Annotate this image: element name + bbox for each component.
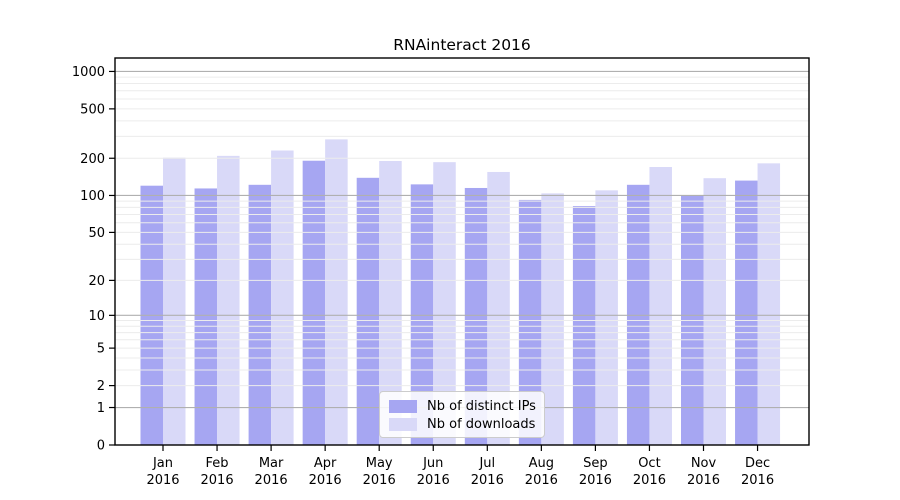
legend: Nb of distinct IPs Nb of downloads bbox=[379, 391, 545, 438]
y-tick-label: 1 bbox=[97, 401, 105, 416]
bar-downloads-mar bbox=[271, 150, 294, 445]
legend-label-downloads: Nb of downloads bbox=[427, 416, 536, 432]
bar-distinct-ips-jul bbox=[464, 187, 488, 445]
bars-group bbox=[140, 139, 781, 446]
bar-downloads-oct bbox=[649, 166, 672, 445]
y-tick-label: 500 bbox=[80, 102, 105, 117]
y-tick-label: 50 bbox=[88, 226, 105, 241]
legend-item-distinct-ips: Nb of distinct IPs bbox=[389, 398, 536, 414]
x-tick-label: Jul 2016 bbox=[471, 456, 504, 488]
x-axis: Jan 2016 Feb 2016 Mar 2016 Apr 2016 May 2016 Jun 20… bbox=[146, 445, 774, 488]
x-tick-label: Oct 2016 bbox=[633, 456, 666, 488]
legend-item-downloads: Nb of downloads bbox=[389, 416, 535, 432]
bar-downloads-jan bbox=[163, 157, 186, 445]
legend-swatch-downloads bbox=[389, 417, 417, 431]
x-tick-label: Sep 2016 bbox=[579, 456, 612, 488]
bar-downloads-dec bbox=[757, 163, 781, 446]
legend-swatch-distinct-ips bbox=[389, 399, 417, 413]
bar-downloads-aug bbox=[541, 193, 564, 445]
bar-distinct-ips-may bbox=[356, 177, 380, 445]
x-tick-label: Jan 2016 bbox=[146, 456, 179, 488]
x-tick-label: Nov 2016 bbox=[687, 456, 720, 488]
x-tick-label: Mar 2016 bbox=[255, 456, 288, 488]
bar-distinct-ips-jun bbox=[410, 184, 434, 445]
bar-downloads-feb bbox=[217, 155, 240, 445]
y-tick-label: 5 bbox=[97, 342, 105, 357]
x-tick-label: Dec 2016 bbox=[741, 456, 774, 488]
y-tick-label: 1000 bbox=[72, 65, 105, 80]
gridlines bbox=[115, 70, 809, 409]
bar-downloads-sep bbox=[595, 190, 618, 445]
bar-downloads-jul bbox=[487, 171, 510, 445]
bar-distinct-ips-apr bbox=[302, 160, 326, 445]
bar-distinct-ips-dec bbox=[735, 180, 758, 445]
y-tick-label: 100 bbox=[80, 189, 105, 204]
y-tick-label: 20 bbox=[88, 274, 105, 289]
y-tick-label: 0 bbox=[97, 439, 105, 454]
x-tick-label: Jun 2016 bbox=[417, 456, 450, 488]
bar-downloads-apr bbox=[325, 139, 348, 445]
y-tick-label: 2 bbox=[97, 379, 105, 394]
bar-distinct-ips-sep bbox=[572, 206, 596, 445]
y-tick-label: 10 bbox=[88, 309, 105, 324]
bar-downloads-nov bbox=[703, 178, 726, 446]
y-tick-label: 200 bbox=[80, 152, 105, 167]
x-tick-label: Apr 2016 bbox=[309, 456, 342, 488]
axes-frame bbox=[114, 57, 810, 446]
x-tick-label: Aug 2016 bbox=[525, 456, 558, 488]
x-tick-label: May 2016 bbox=[363, 456, 396, 488]
legend-label-distinct-ips: Nb of distinct IPs bbox=[427, 398, 536, 414]
chart-title: RNAinteract 2016 bbox=[393, 36, 531, 54]
x-tick-label: Feb 2016 bbox=[201, 456, 234, 488]
bar-distinct-ips-aug bbox=[518, 199, 542, 445]
bar-distinct-ips-feb bbox=[194, 188, 218, 445]
